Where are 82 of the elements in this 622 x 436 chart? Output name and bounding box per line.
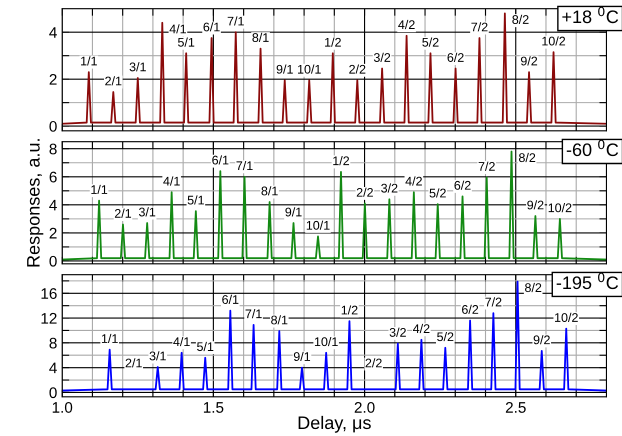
annotation: 2/1 [126,358,142,368]
annotation: 8/2 [512,14,529,24]
annotation: 4/1 [163,176,180,186]
annotation: 6/1 [212,155,228,165]
annotation: 10/2 [542,36,566,46]
annotation: 6/2 [462,304,478,314]
x-tick-label: 1.5 [204,402,224,413]
annotation: 5/2 [430,188,446,198]
annotation: 3/1 [130,62,146,72]
annotation: 1/1 [102,334,118,344]
annotation: 2/2 [366,358,382,368]
annotation: 7/1 [246,309,262,318]
annotation: 4/2 [413,324,430,334]
y-tick-label: 8 [50,338,57,349]
annotation: 7/1 [236,160,253,170]
annotation: 9/1 [285,207,302,216]
y-tick-label: 0 [49,256,57,267]
annotation: 5/2 [437,332,454,342]
annotation: 6/1 [222,294,238,304]
annotation: -60 $^{0}$C [566,140,618,156]
annotation: 7/1 [228,16,244,26]
annotation: 1/1 [81,56,97,66]
annotation: 5/1 [178,38,194,47]
annotation: 10/2 [548,203,572,212]
y-tick-label: 0 [49,120,57,132]
x-axis-title: Delay, μs [298,416,371,433]
annotation: 10/1 [306,220,330,230]
annotation: 3/1 [150,351,166,360]
annotation: 9/2 [520,56,538,66]
annotation: 8/1 [252,32,269,42]
y-tick-label: 16 [42,288,57,299]
y-axis-title: Responses, a.u. [27,139,44,266]
annotation: 1/2 [325,38,341,47]
annotation: 1/2 [333,156,350,166]
x-tick-label: 2.5 [506,402,526,413]
annotation: 5/2 [422,38,439,47]
y-tick-label: 12 [42,312,57,324]
annotation: 3/2 [374,52,390,62]
annotation: 7/2 [471,22,488,32]
annotation: 3/2 [390,328,406,337]
y-tick-label: 4 [49,362,57,374]
y-tick-label: 4 [49,27,57,38]
annotation: 9/2 [534,335,550,344]
annotation: 2/1 [114,208,132,218]
x-tick-label: 1.0 [52,402,72,413]
annotation: 1/1 [91,184,108,194]
annotation: +18 $^{0}$C [562,6,618,24]
annotation: 4/2 [398,20,415,30]
y-tick-label: 4 [49,200,57,210]
annotation: 8/1 [261,186,278,196]
annotation: 8/2 [518,152,536,162]
annotation: 10/1 [298,64,321,74]
annotation: 9/1 [276,64,293,74]
annotation: 8/1 [271,315,288,324]
annotation: 6/1 [204,22,220,32]
annotation: 4/1 [170,24,186,34]
annotation: 10/2 [555,312,578,322]
annotation: 6/2 [454,180,471,190]
annotation: 4/2 [405,176,422,186]
annotation: 9/1 [294,352,310,361]
annotation: 10/1 [314,336,338,346]
x-tick-label: 2.0 [354,402,375,413]
annotation: 7/2 [478,162,495,171]
annotation: 1/2 [342,305,358,315]
annotation: 8/2 [525,282,542,292]
annotation: 2/2 [356,188,373,197]
annotation: 5/1 [197,342,214,352]
y-tick-label: 6 [50,172,57,182]
y-tick-label: 2 [50,228,57,238]
annotation: 3/1 [138,207,156,216]
y-tick-label: 0 [49,387,57,398]
y-tick-label: 2 [50,74,57,85]
annotation: 4/1 [173,336,190,346]
annotation: 3/2 [381,183,398,193]
annotation: 2/2 [349,64,366,74]
annotation: -195 $^{0}$C [556,272,618,290]
annotation: 7/2 [485,297,502,306]
annotation: 5/1 [188,195,204,205]
annotation: 9/2 [527,200,544,210]
annotation: 2/1 [105,76,122,86]
y-tick-label: 8 [50,144,57,154]
annotation: 6/2 [448,52,464,62]
